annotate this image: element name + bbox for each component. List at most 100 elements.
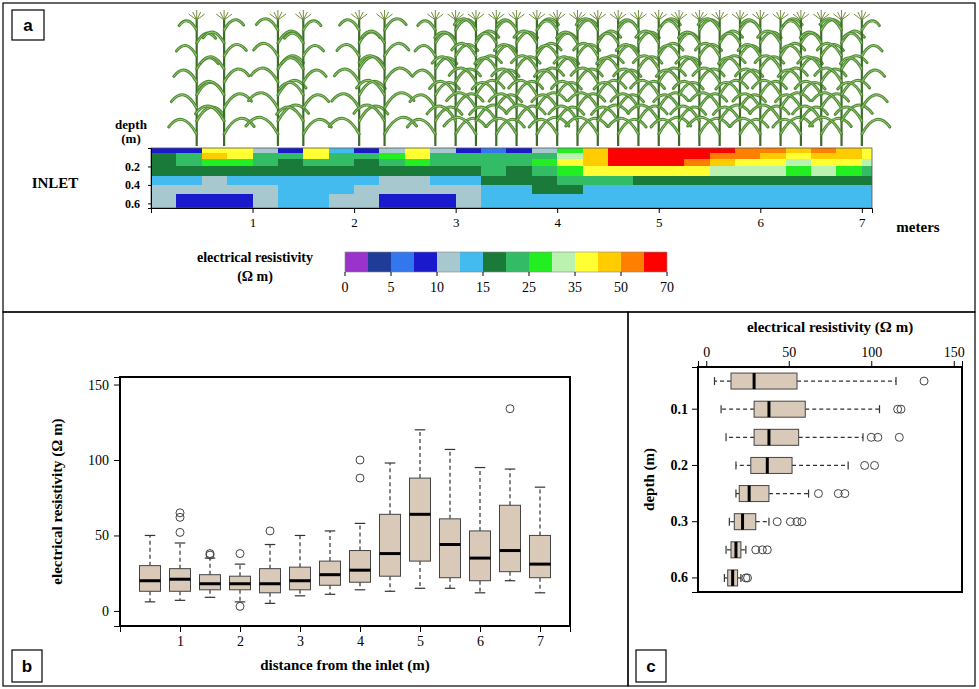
tick: 0.2 xyxy=(125,160,151,174)
whisker-cap-low xyxy=(729,518,730,526)
outlier xyxy=(176,509,184,517)
plants xyxy=(169,10,890,146)
leaf-highlight xyxy=(509,80,537,95)
outlier xyxy=(356,474,364,482)
axis-line xyxy=(152,209,873,214)
tassel xyxy=(574,12,578,20)
tick-label: 7 xyxy=(859,215,866,230)
leaf xyxy=(472,82,496,95)
outlier xyxy=(841,490,849,498)
leaf xyxy=(735,69,760,82)
whisker-high xyxy=(769,493,809,494)
tassel xyxy=(594,12,598,20)
whisker-low xyxy=(419,561,420,588)
cell xyxy=(202,185,228,195)
leaf-highlight xyxy=(282,58,304,69)
whisker-cap-high xyxy=(235,564,246,565)
tassel xyxy=(614,12,618,20)
leaf xyxy=(251,68,278,82)
whisker-cap-high xyxy=(895,377,896,385)
cell xyxy=(786,166,812,176)
whisker-high xyxy=(509,469,510,505)
tick-label: 100 xyxy=(88,453,109,468)
tick-label: 0 xyxy=(703,345,710,360)
leaf xyxy=(574,43,598,56)
cell xyxy=(329,176,355,186)
whisker-high xyxy=(209,558,210,575)
whisker-low xyxy=(539,578,540,593)
y-axis: 0.10.20.30.6 xyxy=(671,368,699,593)
whisker-cap-high xyxy=(325,530,336,531)
leaf xyxy=(800,32,821,43)
leaf-highlight xyxy=(254,43,278,56)
cell xyxy=(481,194,507,208)
cell xyxy=(151,194,177,208)
corn-plant xyxy=(277,10,332,146)
leaf-highlight xyxy=(169,119,197,134)
tick: 0.1 xyxy=(671,402,699,417)
leaf xyxy=(477,33,496,43)
leaf-highlight xyxy=(432,57,456,69)
y-axis: 0.20.40.6 xyxy=(125,149,152,211)
median xyxy=(753,373,756,389)
median xyxy=(470,557,491,560)
median xyxy=(734,542,737,558)
leaf xyxy=(415,45,435,56)
tick-mark xyxy=(114,611,120,612)
cell xyxy=(786,194,812,208)
cell xyxy=(786,159,812,167)
leaf-highlight xyxy=(354,105,385,121)
leaf-highlight xyxy=(654,95,679,108)
colorbar-segment xyxy=(368,252,391,272)
cell xyxy=(608,153,634,160)
whisker-cap-high xyxy=(295,535,306,536)
leaf-highlight xyxy=(690,93,719,108)
leaf xyxy=(254,43,278,56)
median xyxy=(767,401,770,417)
whisker-cap-low xyxy=(175,600,186,601)
cell xyxy=(253,159,279,167)
leaf-highlight xyxy=(862,45,882,56)
colorbar-tick-label: 0 xyxy=(342,280,349,295)
leaf xyxy=(447,93,476,108)
cell xyxy=(608,166,634,176)
leaf xyxy=(716,82,740,95)
whisker-high xyxy=(756,521,769,522)
cell xyxy=(329,194,355,208)
leaf xyxy=(224,44,246,56)
leaf xyxy=(506,105,537,121)
x-title: electrical resistivity (Ω m) xyxy=(747,319,913,336)
leaf-highlight xyxy=(571,68,598,82)
leaf xyxy=(862,70,885,82)
whisker-high xyxy=(479,468,480,531)
leaf-highlight xyxy=(554,57,578,69)
leaf-highlight xyxy=(820,19,842,30)
leaf-highlight xyxy=(862,95,887,108)
cell xyxy=(176,194,202,208)
whisker-high xyxy=(799,437,863,438)
tassel xyxy=(797,12,801,20)
leaf-highlight xyxy=(781,45,801,56)
tassel xyxy=(842,14,850,20)
leaf xyxy=(568,93,597,108)
box xyxy=(380,514,401,576)
cell xyxy=(760,185,786,195)
tick: 100 xyxy=(861,345,882,367)
cell xyxy=(557,185,583,195)
tick: 0.2 xyxy=(671,458,699,473)
leaf-highlight xyxy=(447,93,476,108)
leaf-highlight xyxy=(576,19,598,30)
cell xyxy=(710,166,736,176)
cell xyxy=(633,176,659,186)
leaf-highlight xyxy=(812,93,841,108)
whisker-cap-low xyxy=(475,592,486,593)
cell xyxy=(481,148,507,153)
cell xyxy=(836,194,862,208)
leaf-highlight xyxy=(256,19,278,30)
whisker-cap-low xyxy=(415,588,426,589)
cell xyxy=(379,153,405,160)
cell xyxy=(557,153,583,160)
leaf xyxy=(695,43,719,56)
median xyxy=(320,573,341,576)
cell xyxy=(557,148,583,153)
